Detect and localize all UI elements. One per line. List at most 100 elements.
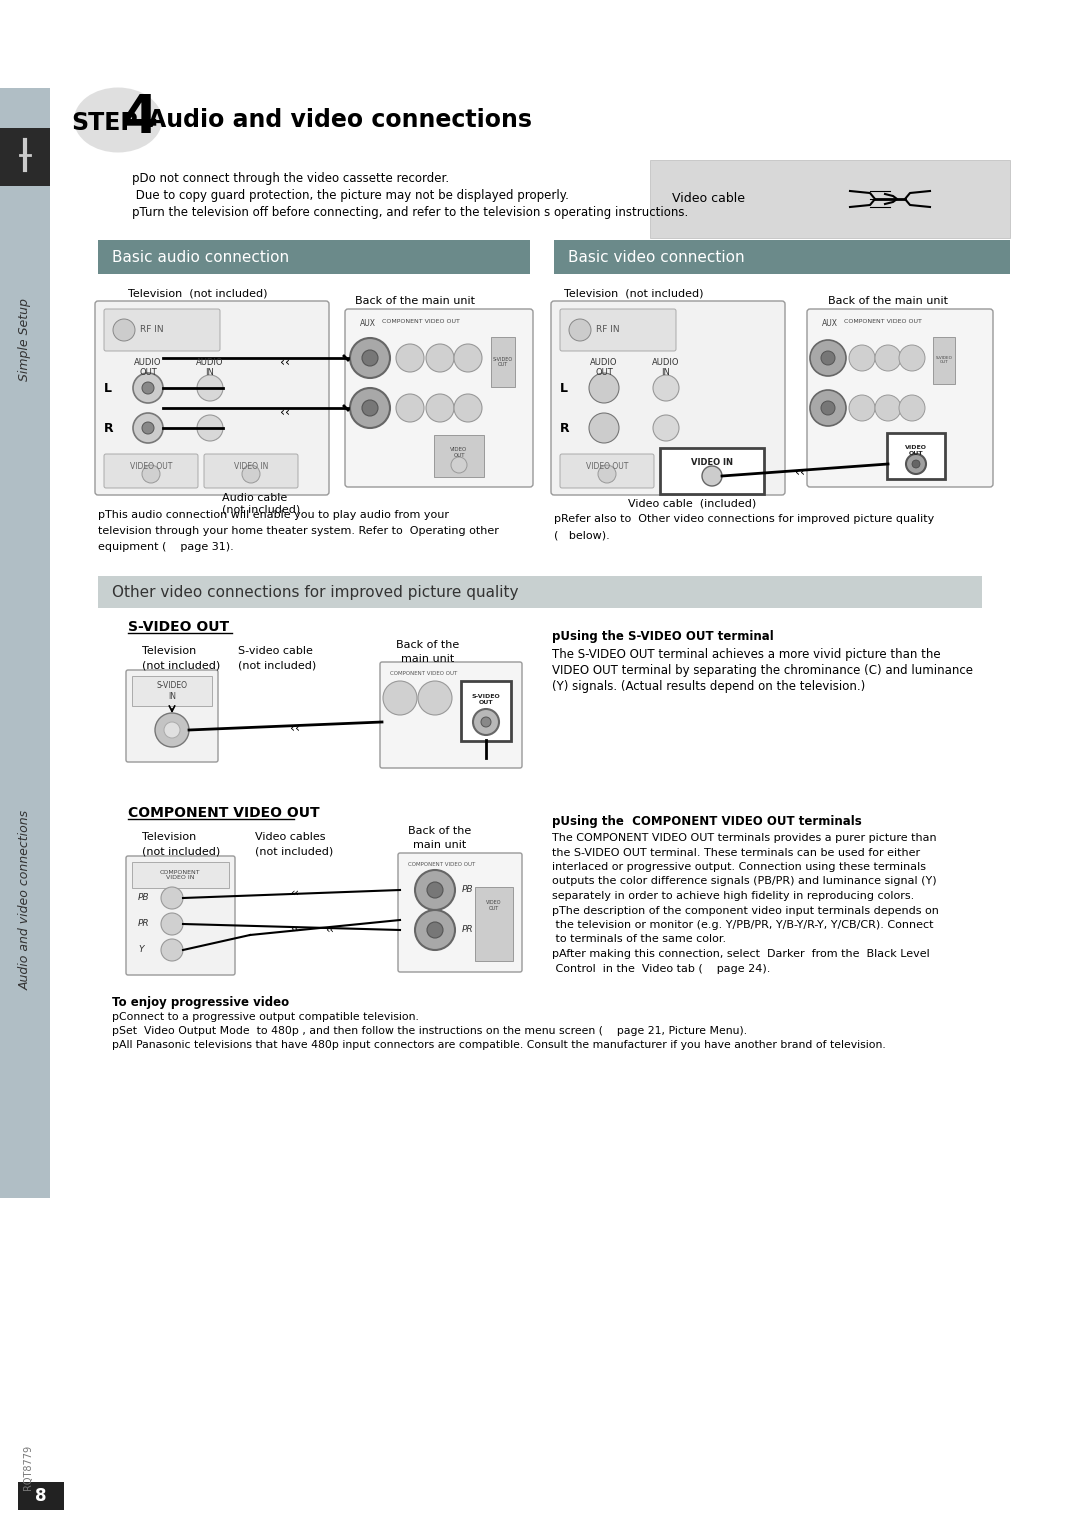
Circle shape: [197, 374, 222, 400]
Circle shape: [849, 345, 875, 371]
FancyBboxPatch shape: [887, 432, 945, 478]
Text: the S-VIDEO OUT terminal. These terminals can be used for either: the S-VIDEO OUT terminal. These terminal…: [552, 848, 920, 857]
Text: L: L: [561, 382, 568, 394]
FancyBboxPatch shape: [104, 309, 220, 351]
Text: pAfter making this connection, select  Darker  from the  Black Level: pAfter making this connection, select Da…: [552, 949, 930, 960]
Text: AUX: AUX: [360, 319, 376, 329]
Text: 8: 8: [36, 1487, 46, 1505]
Text: AUDIO
IN: AUDIO IN: [197, 358, 224, 377]
Circle shape: [141, 422, 154, 434]
Text: VIDEO OUT terminal by separating the chrominance (C) and luminance: VIDEO OUT terminal by separating the chr…: [552, 665, 973, 677]
Text: S-VIDEO
IN: S-VIDEO IN: [157, 681, 188, 701]
FancyBboxPatch shape: [98, 240, 530, 274]
Circle shape: [875, 345, 901, 371]
FancyBboxPatch shape: [461, 681, 511, 741]
Text: Control  in the  Video tab (    page 24).: Control in the Video tab ( page 24).: [552, 964, 770, 973]
Circle shape: [821, 400, 835, 416]
FancyBboxPatch shape: [933, 338, 955, 384]
Text: pSet  Video Output Mode  to 480p , and then follow the instructions on the menu : pSet Video Output Mode to 480p , and the…: [112, 1025, 747, 1036]
Circle shape: [161, 914, 183, 935]
FancyBboxPatch shape: [95, 301, 329, 495]
Text: PR: PR: [138, 920, 150, 929]
Text: Back of the main unit: Back of the main unit: [828, 296, 948, 306]
Text: ‹‹: ‹‹: [291, 888, 299, 898]
Text: The COMPONENT VIDEO OUT terminals provides a purer picture than: The COMPONENT VIDEO OUT terminals provid…: [552, 833, 936, 843]
FancyBboxPatch shape: [204, 454, 298, 487]
FancyBboxPatch shape: [98, 576, 982, 608]
Text: VIDEO IN: VIDEO IN: [691, 458, 733, 468]
Text: Back of the main unit: Back of the main unit: [355, 296, 475, 306]
Text: pConnect to a progressive output compatible television.: pConnect to a progressive output compati…: [112, 1012, 419, 1022]
Circle shape: [156, 714, 189, 747]
Circle shape: [427, 882, 443, 898]
Text: AUDIO
OUT: AUDIO OUT: [591, 358, 618, 377]
Circle shape: [415, 911, 455, 950]
Text: Y: Y: [138, 946, 144, 955]
Text: pThis audio connection will enable you to play audio from your: pThis audio connection will enable you t…: [98, 510, 449, 520]
FancyBboxPatch shape: [561, 309, 676, 351]
FancyBboxPatch shape: [561, 454, 654, 487]
Circle shape: [141, 465, 160, 483]
Circle shape: [653, 374, 679, 400]
Circle shape: [473, 709, 499, 735]
Text: Television: Television: [141, 833, 197, 842]
Text: interlaced or progressive output. Connection using these terminals: interlaced or progressive output. Connec…: [552, 862, 926, 872]
Text: ‹‹: ‹‹: [325, 924, 335, 935]
Text: outputs the color difference signals (PB/PR) and luminance signal (Y): outputs the color difference signals (PB…: [552, 877, 936, 886]
FancyBboxPatch shape: [104, 454, 198, 487]
FancyBboxPatch shape: [18, 1482, 64, 1510]
Text: S-VIDEO
OUT: S-VIDEO OUT: [472, 694, 500, 704]
Circle shape: [396, 344, 424, 371]
Text: STEP: STEP: [71, 112, 138, 134]
Text: VIDEO
OUT: VIDEO OUT: [486, 900, 502, 911]
Text: main unit: main unit: [402, 654, 455, 665]
Circle shape: [899, 345, 924, 371]
Circle shape: [197, 416, 222, 442]
Text: Due to copy guard protection, the picture may not be displayed properly.: Due to copy guard protection, the pictur…: [132, 189, 569, 202]
Circle shape: [598, 465, 616, 483]
Text: Television: Television: [141, 646, 197, 656]
FancyBboxPatch shape: [0, 597, 50, 1198]
FancyBboxPatch shape: [0, 89, 50, 597]
Text: Other video connections for improved picture quality: Other video connections for improved pic…: [112, 585, 518, 599]
Text: pThe description of the component video input terminals depends on: pThe description of the component video …: [552, 906, 939, 915]
Text: S-VIDEO
OUT: S-VIDEO OUT: [935, 356, 953, 364]
Text: Audio cable
(not included): Audio cable (not included): [222, 494, 300, 515]
FancyBboxPatch shape: [650, 160, 1010, 238]
Text: pTurn the television off before connecting, and refer to the television s operat: pTurn the television off before connecti…: [132, 206, 688, 219]
Text: main unit: main unit: [414, 840, 467, 850]
Text: (not included): (not included): [255, 847, 334, 856]
Text: Audio and video connections: Audio and video connections: [18, 810, 31, 990]
Text: Television  (not included): Television (not included): [129, 287, 268, 298]
Circle shape: [821, 351, 835, 365]
Text: PB: PB: [462, 886, 473, 894]
Text: Simple Setup: Simple Setup: [18, 298, 31, 382]
FancyBboxPatch shape: [554, 240, 1010, 274]
Text: equipment (    page 31).: equipment ( page 31).: [98, 542, 233, 552]
Text: COMPONENT
VIDEO IN: COMPONENT VIDEO IN: [160, 869, 200, 880]
FancyBboxPatch shape: [551, 301, 785, 495]
Text: Back of the: Back of the: [396, 640, 460, 649]
Circle shape: [875, 396, 901, 422]
Text: Basic audio connection: Basic audio connection: [112, 249, 289, 264]
Text: VIDEO OUT: VIDEO OUT: [585, 461, 629, 471]
Circle shape: [350, 388, 390, 428]
Text: Video cable  (included): Video cable (included): [627, 498, 756, 507]
Circle shape: [589, 373, 619, 403]
Circle shape: [133, 373, 163, 403]
Text: (not included): (not included): [141, 660, 220, 669]
Text: television through your home theater system. Refer to  Operating other: television through your home theater sys…: [98, 526, 499, 536]
Text: separately in order to achieve high fidelity in reproducing colors.: separately in order to achieve high fide…: [552, 891, 915, 902]
FancyBboxPatch shape: [660, 448, 764, 494]
Text: COMPONENT VIDEO OUT: COMPONENT VIDEO OUT: [408, 862, 475, 866]
Text: PB: PB: [138, 894, 149, 903]
Text: COMPONENT VIDEO OUT: COMPONENT VIDEO OUT: [382, 319, 460, 324]
Text: ‹‹: ‹‹: [291, 721, 300, 735]
Circle shape: [427, 921, 443, 938]
FancyBboxPatch shape: [132, 675, 212, 706]
Circle shape: [589, 413, 619, 443]
Circle shape: [569, 319, 591, 341]
Text: COMPONENT VIDEO OUT: COMPONENT VIDEO OUT: [129, 805, 320, 821]
Circle shape: [161, 940, 183, 961]
FancyBboxPatch shape: [0, 128, 50, 186]
